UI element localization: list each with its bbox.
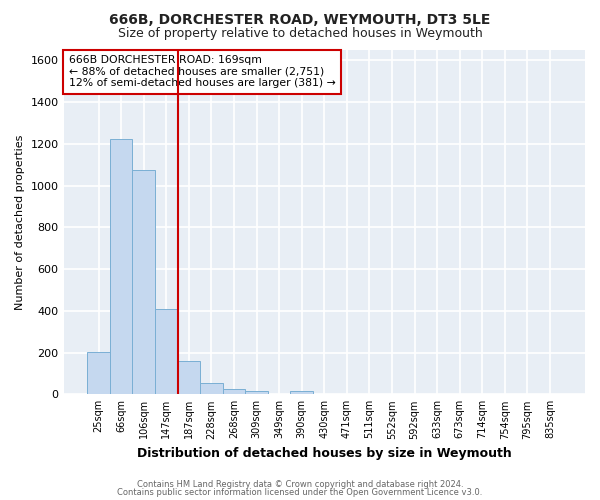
Text: Contains HM Land Registry data © Crown copyright and database right 2024.: Contains HM Land Registry data © Crown c… xyxy=(137,480,463,489)
Bar xyxy=(223,389,245,394)
Bar xyxy=(155,309,178,394)
Text: 666B, DORCHESTER ROAD, WEYMOUTH, DT3 5LE: 666B, DORCHESTER ROAD, WEYMOUTH, DT3 5LE xyxy=(109,12,491,26)
Text: Contains public sector information licensed under the Open Government Licence v3: Contains public sector information licen… xyxy=(118,488,482,497)
Bar xyxy=(290,390,313,394)
Bar xyxy=(178,361,200,394)
Bar xyxy=(87,352,110,395)
Y-axis label: Number of detached properties: Number of detached properties xyxy=(15,134,25,310)
Text: 666B DORCHESTER ROAD: 169sqm
← 88% of detached houses are smaller (2,751)
12% of: 666B DORCHESTER ROAD: 169sqm ← 88% of de… xyxy=(69,55,335,88)
Bar xyxy=(200,384,223,394)
Text: Size of property relative to detached houses in Weymouth: Size of property relative to detached ho… xyxy=(118,28,482,40)
Bar xyxy=(133,170,155,394)
Bar xyxy=(245,390,268,394)
Bar xyxy=(110,138,133,394)
X-axis label: Distribution of detached houses by size in Weymouth: Distribution of detached houses by size … xyxy=(137,447,512,460)
